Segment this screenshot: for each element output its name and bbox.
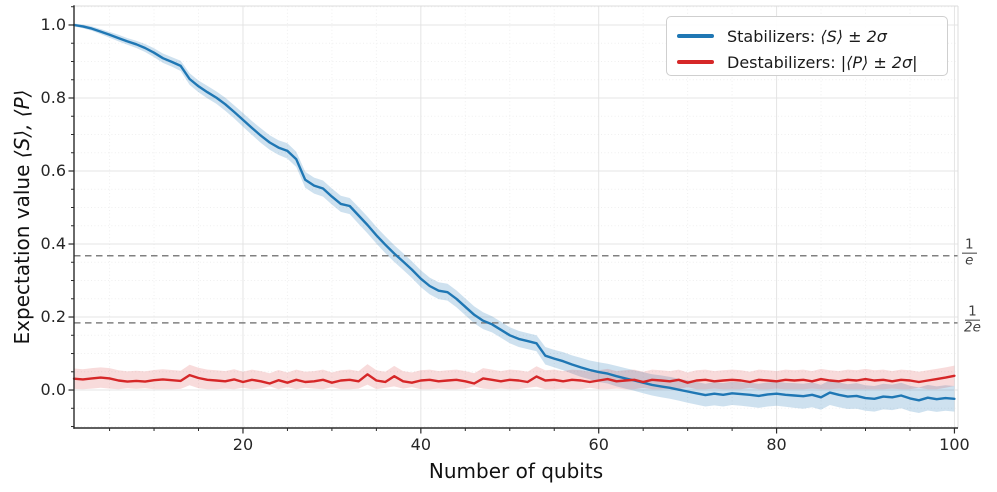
- y-tick-label: 0.0: [40, 380, 66, 400]
- legend-label-destabilizers: Destabilizers: |⟨P⟩ ± 2σ|: [727, 53, 918, 72]
- legend: Stabilizers: ⟨S⟩ ± 2σ Destabilizers: |⟨P…: [666, 16, 948, 76]
- x-tick-label: 40: [410, 435, 431, 454]
- legend-text: Stabilizers:: [727, 26, 821, 46]
- stabilizers-line: [72, 23, 956, 402]
- reference-line-label: 1 2e: [962, 304, 983, 336]
- destabilizers-band: [74, 364, 955, 390]
- legend-item-stabilizers: Stabilizers: ⟨S⟩ ± 2σ: [677, 23, 937, 49]
- y-tick-label: 0.2: [40, 307, 66, 327]
- legend-math: ⟨S⟩ ± 2σ: [820, 26, 887, 46]
- legend-item-destabilizers: Destabilizers: |⟨P⟩ ± 2σ|: [677, 49, 937, 75]
- fraction-numerator: 1: [965, 304, 980, 321]
- legend-label-stabilizers: Stabilizers: ⟨S⟩ ± 2σ: [727, 27, 887, 46]
- x-tick-label: 60: [588, 435, 609, 454]
- stabilizers-line-swatch: [677, 34, 714, 38]
- y-tick-label: 0.8: [40, 87, 66, 107]
- x-tick-label: 80: [766, 435, 787, 454]
- y-tick-label: 1.0: [40, 14, 66, 34]
- y-tick-label: 0.6: [40, 161, 66, 180]
- destabilizers-line: [72, 373, 956, 385]
- x-tick-label: 20: [232, 435, 254, 454]
- legend-text: Destabilizers:: [727, 52, 841, 72]
- stabilizers-band: [74, 23, 955, 413]
- destabilizers-line-swatch: [677, 60, 714, 64]
- x-tick-label: 100: [939, 435, 970, 454]
- fraction-denominator: e: [965, 252, 974, 269]
- x-axis-label: Number of qubits: [428, 459, 604, 483]
- legend-math: |⟨P⟩ ± 2σ|: [840, 52, 918, 72]
- fraction-numerator: 1: [962, 237, 977, 254]
- y-tick-label: 0.4: [40, 234, 66, 253]
- fraction-denominator: 2e: [964, 319, 981, 336]
